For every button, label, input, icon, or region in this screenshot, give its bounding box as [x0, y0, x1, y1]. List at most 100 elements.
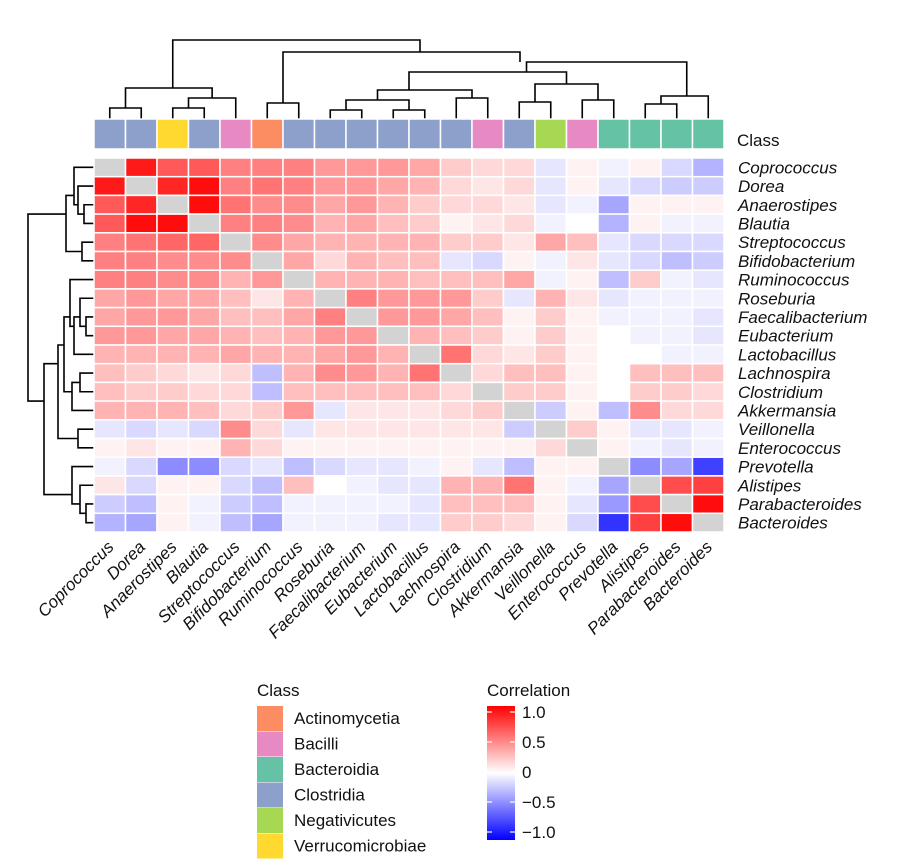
- class-annotation-bar: [93, 118, 725, 150]
- heatmap-cell: [124, 419, 158, 440]
- heatmap-cell: [439, 232, 473, 253]
- row-dendrogram-link: [81, 241, 94, 262]
- heatmap-cell: [156, 512, 190, 533]
- row-label: Akkermansia: [737, 401, 836, 420]
- heatmap-cell: [439, 437, 473, 458]
- heatmap-cell: [660, 157, 694, 178]
- heatmap-cell: [691, 493, 725, 515]
- row-label: Bifidobacterium: [738, 252, 855, 271]
- row-dendrogram-link: [43, 362, 72, 496]
- class-legend-swatch: [257, 706, 283, 731]
- heatmap-cell: [691, 194, 725, 215]
- heatmap-cell: [660, 325, 694, 346]
- heatmap-cell: [502, 400, 536, 421]
- heatmap-cell: [408, 381, 442, 402]
- heatmap-cell: [660, 175, 694, 197]
- heatmap-cell: [408, 419, 442, 440]
- class-legend-swatch: [257, 731, 283, 757]
- heatmap-cell: [124, 475, 158, 496]
- color-scale-tick-label: 0: [522, 763, 531, 782]
- heatmap-cell: [597, 512, 631, 533]
- class-annotation-cell: [660, 118, 694, 150]
- heatmap-cell: [187, 175, 221, 197]
- heatmap-cell: [597, 157, 631, 178]
- heatmap-cell: [660, 475, 694, 496]
- heatmap-cell: [156, 194, 190, 215]
- heatmap-cell: [250, 288, 284, 309]
- heatmap-cell: [691, 437, 725, 458]
- column-dendrogram: [108, 39, 710, 119]
- heatmap-cell: [660, 493, 694, 515]
- heatmap-cell: [628, 362, 662, 384]
- heatmap-cell: [439, 362, 473, 384]
- heatmap-cell: [124, 194, 158, 215]
- row-label: Streptococcus: [738, 233, 846, 252]
- heatmap-cell: [471, 325, 505, 346]
- heatmap-cell: [156, 269, 190, 290]
- heatmap-cell: [93, 213, 127, 234]
- heatmap-cell: [565, 269, 599, 290]
- heatmap-cell: [502, 213, 536, 234]
- heatmap-cell: [313, 288, 347, 309]
- heatmap-cell: [376, 288, 410, 309]
- class-annotation-cell: [439, 118, 473, 150]
- heatmap-cell: [282, 400, 316, 421]
- heatmap-cell: [534, 194, 568, 215]
- heatmap-cell: [691, 475, 725, 496]
- class-legend-label: Actinomycetia: [294, 709, 400, 728]
- heatmap-cell: [187, 493, 221, 515]
- class-annotation-cell: [250, 118, 284, 150]
- class-annotation-cell: [376, 118, 410, 150]
- heatmap-cell: [282, 269, 316, 290]
- heatmap-cell: [187, 419, 221, 440]
- heatmap-cell: [534, 269, 568, 290]
- heatmap-cell: [597, 437, 631, 458]
- heatmap-cell: [345, 175, 379, 197]
- heatmap-cell: [439, 512, 473, 533]
- heatmap-cell: [376, 157, 410, 178]
- heatmap-cell: [124, 250, 158, 271]
- heatmap-cell: [408, 157, 442, 178]
- heatmap-cell: [408, 362, 442, 384]
- heatmap-cell: [660, 344, 694, 365]
- heatmap-cell: [156, 381, 190, 402]
- heatmap-cell: [345, 437, 379, 458]
- heatmap-cell: [313, 269, 347, 290]
- heatmap-cell: [408, 288, 442, 309]
- row-label: Alistipes: [737, 476, 802, 495]
- heatmap-cell: [471, 344, 505, 365]
- heatmap-cell: [250, 344, 284, 365]
- heatmap-cell: [282, 475, 316, 496]
- heatmap-cell: [156, 400, 190, 421]
- heatmap-cell: [534, 493, 568, 515]
- heatmap-cell: [565, 194, 599, 215]
- heatmap-cell: [534, 175, 568, 197]
- column-dendrogram-link: [376, 89, 473, 100]
- row-dendrogram-link: [27, 213, 66, 402]
- heatmap-cell: [313, 194, 347, 215]
- heatmap-cell: [471, 232, 505, 253]
- heatmap-cell: [628, 269, 662, 290]
- row-dendrogram-link: [69, 278, 94, 328]
- heatmap-cell: [250, 512, 284, 533]
- heatmap-cell: [345, 250, 379, 271]
- heatmap-cell: [691, 400, 725, 421]
- heatmap-cell: [313, 232, 347, 253]
- heatmap-cell: [691, 232, 725, 253]
- heatmap-cell: [219, 475, 253, 496]
- class-annotation-cell: [597, 118, 631, 150]
- heatmap-cell: [534, 512, 568, 533]
- heatmap-cell: [376, 194, 410, 215]
- color-scale-tick-label: −1.0: [522, 823, 556, 842]
- heatmap-cell: [313, 419, 347, 440]
- heatmap-cell: [124, 232, 158, 253]
- heatmap-cell: [124, 437, 158, 458]
- heatmap-cell: [250, 456, 284, 477]
- heatmap-cell: [156, 344, 190, 365]
- heatmap-cell: [502, 175, 536, 197]
- class-legend: Class Actinomycetia Bacilli Bacteroidia Clo…: [257, 681, 426, 859]
- heatmap-cell: [219, 493, 253, 515]
- heatmap-cell: [408, 325, 442, 346]
- heatmap-cell: [156, 306, 190, 328]
